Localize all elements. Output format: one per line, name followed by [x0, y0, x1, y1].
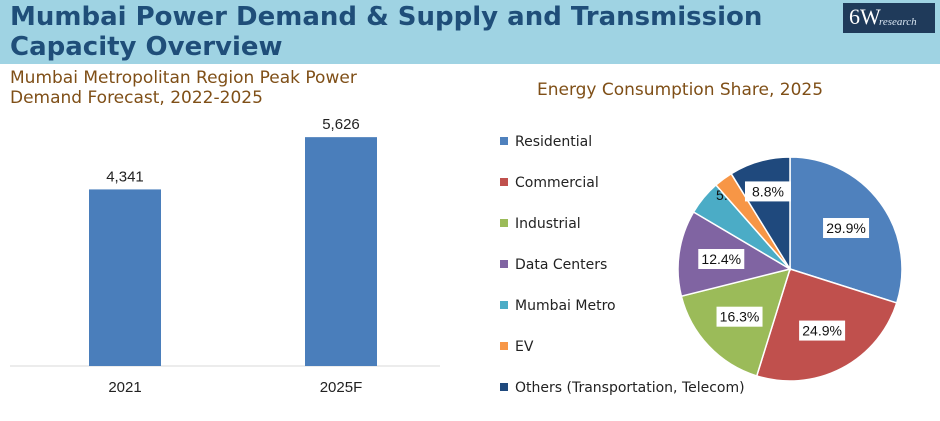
pie-label-box: [716, 306, 763, 327]
pie-legend: Residential Commercial Industrial Data Cent…: [500, 134, 760, 421]
legend-label: Residential: [515, 134, 593, 150]
legend-item: EV: [500, 339, 760, 380]
pie-label-box: [698, 248, 745, 269]
pie-label-box: [799, 320, 846, 341]
legend-label: Others (Transportation, Telecom): [515, 380, 745, 396]
legend-item: Industrial: [500, 216, 760, 257]
bar-2021: [89, 189, 161, 366]
legend-swatch: [500, 178, 508, 186]
legend-swatch: [500, 383, 508, 391]
page-title: Mumbai Power Demand & Supply and Transmi…: [10, 2, 763, 62]
bar-value-label: 5,626: [322, 118, 360, 133]
pie-chart-title: Energy Consumption Share, 2025: [536, 80, 824, 100]
legend-swatch: [500, 219, 508, 227]
pie-value-label: 16.3%: [720, 309, 760, 325]
legend-swatch: [500, 301, 508, 309]
legend-item: Mumbai Metro: [500, 298, 760, 339]
pie-label-box: [823, 218, 870, 239]
pie-label-box: [744, 181, 791, 202]
legend-label: Data Centers: [515, 257, 608, 273]
bar-category-label: 2021: [108, 379, 141, 396]
legend-label: EV: [515, 339, 534, 355]
legend-item: Residential: [500, 134, 760, 175]
logo-main-text: 6W: [849, 4, 881, 29]
bar-chart: 4,341 2021 5,626 2025F: [10, 118, 440, 396]
header-banner: Mumbai Power Demand & Supply and Transmi…: [0, 0, 940, 64]
bar-chart-title: Mumbai Metropolitan Region Peak Power De…: [10, 68, 357, 108]
legend-swatch: [500, 260, 508, 268]
logo-sub-text: research: [879, 16, 917, 28]
legend-item: Others (Transportation, Telecom): [500, 380, 760, 421]
legend-swatch: [500, 137, 508, 145]
bar-2025f: [305, 137, 377, 366]
legend-label: Mumbai Metro: [515, 298, 616, 314]
legend-swatch: [500, 342, 508, 350]
pie-chart: 29.9%24.9%16.3%12.4%5.0%2.7%8.8%: [677, 156, 903, 382]
pie-value-label: 12.4%: [701, 251, 741, 267]
bar-category-label: 2025F: [320, 379, 363, 396]
legend-label: Commercial: [515, 175, 599, 191]
brand-logo: 6W research: [843, 3, 935, 33]
legend-item: Commercial: [500, 175, 760, 216]
legend-item: Data Centers: [500, 257, 760, 298]
legend-label: Industrial: [515, 216, 581, 232]
pie-value-label: 8.8%: [752, 183, 784, 199]
pie-value-label: 29.9%: [826, 220, 866, 236]
bar-value-label: 4,341: [106, 168, 144, 185]
pie-value-label: 24.9%: [802, 323, 842, 339]
